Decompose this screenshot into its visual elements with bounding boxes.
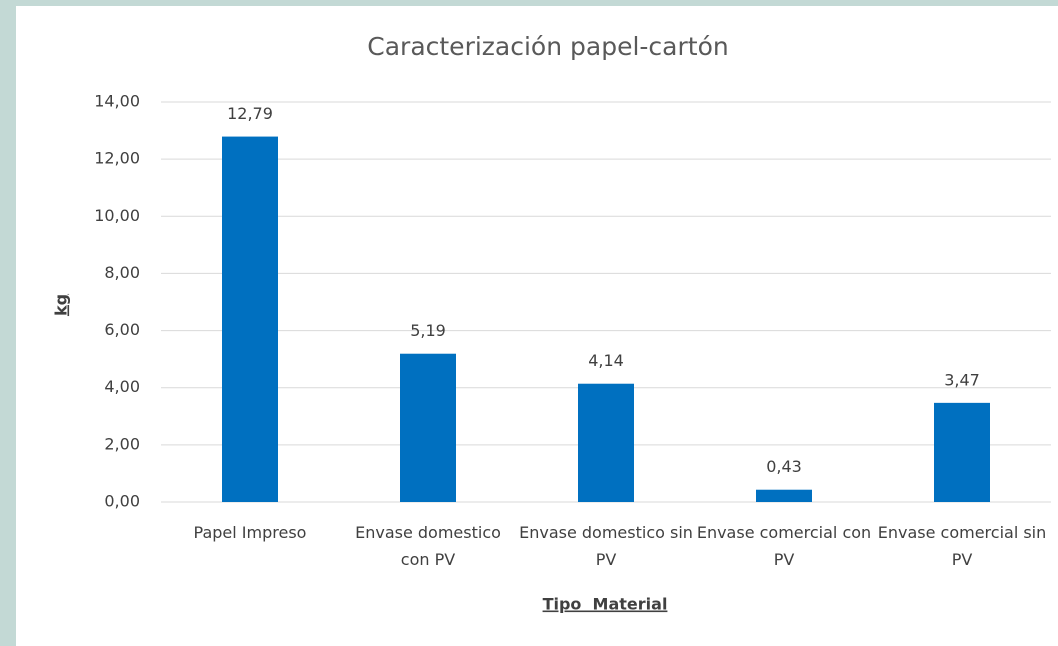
x-tick-label: Envase comercial sin PV — [877, 523, 1047, 569]
bar — [578, 383, 634, 502]
chart: Caracterización papel-cartón kg Tipo Mat… — [52, 32, 1051, 614]
chart-title: Caracterización papel-cartón — [367, 32, 728, 61]
data-label: 12,79 — [227, 104, 273, 123]
bar — [756, 489, 812, 502]
bar — [222, 136, 278, 503]
x-tick-label: Envase comercial con PV — [696, 523, 872, 569]
x-tick-label: Envase domestico con PV — [355, 523, 501, 569]
y-tick-label: 10,00 — [94, 206, 140, 225]
data-label: 5,19 — [410, 321, 446, 340]
x-tick-label: Envase domestico sin PV — [519, 523, 693, 569]
chart-area: Caracterización papel-cartón kg Tipo Mat… — [16, 6, 1058, 646]
x-axis-title: Tipo Material — [543, 595, 668, 614]
y-tick-label: 4,00 — [104, 377, 140, 396]
y-tick-label: 2,00 — [104, 434, 140, 453]
x-tick-label: Papel Impreso — [193, 523, 307, 542]
data-label: 3,47 — [944, 370, 980, 389]
y-tick-label: 6,00 — [104, 320, 140, 339]
y-tick-label: 14,00 — [94, 92, 140, 111]
y-tick-label: 0,00 — [104, 492, 140, 511]
data-label: 0,43 — [766, 457, 802, 476]
y-tick-label: 12,00 — [94, 149, 140, 168]
bar — [934, 402, 990, 502]
data-label: 4,14 — [588, 351, 624, 370]
y-tick-label: 8,00 — [104, 263, 140, 282]
bar — [400, 353, 456, 502]
y-axis-title: kg — [52, 294, 71, 316]
